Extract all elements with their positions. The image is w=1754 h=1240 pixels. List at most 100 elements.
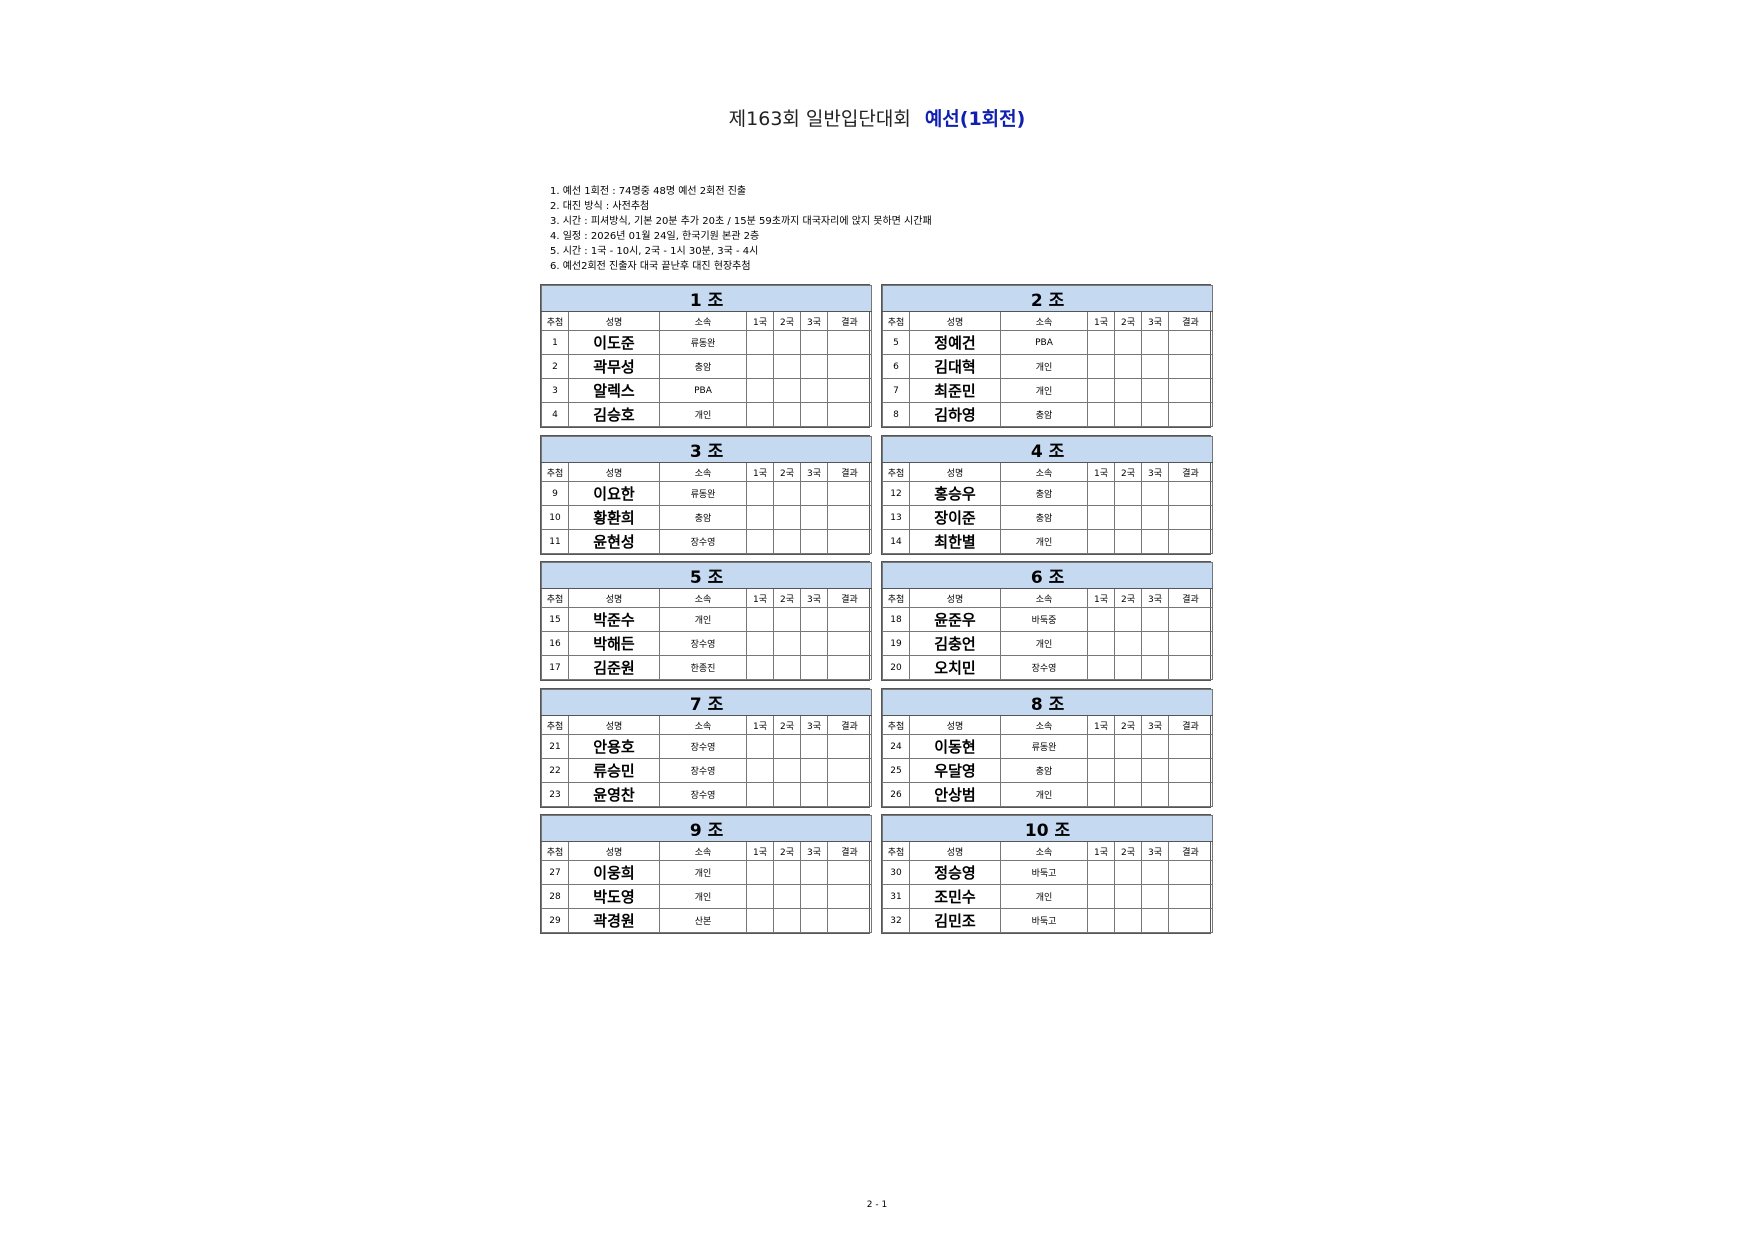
- draw-number: 24: [882, 734, 910, 759]
- table-row: 11 윤현성 장수영: [541, 529, 873, 554]
- draw-number: 23: [541, 782, 569, 807]
- player-name: 김대혁: [909, 354, 1001, 379]
- draw-number: 15: [541, 607, 569, 632]
- column-header-row: 추첨 성명 소속 1국 2국 3국 결과: [541, 715, 873, 735]
- game-1-cell: [1087, 758, 1115, 783]
- result-cell: [1167, 354, 1214, 379]
- column-header: 1국: [1087, 588, 1115, 608]
- game-2-cell: [773, 354, 801, 379]
- group-label: 4 조: [881, 436, 1214, 463]
- game-3-cell: [1141, 354, 1169, 379]
- game-2-cell: [1114, 354, 1142, 379]
- table-row: 16 박해든 장수영: [541, 631, 873, 656]
- column-header: 성명: [909, 588, 1001, 608]
- group-header-row: 4 조: [881, 436, 1214, 463]
- group-header-row: 6 조: [881, 562, 1214, 589]
- game-1-cell: [1087, 354, 1115, 379]
- affiliation: 장수영: [659, 631, 747, 656]
- draw-number: 11: [541, 529, 569, 554]
- column-header: 결과: [1167, 311, 1214, 331]
- column-header: 성명: [568, 462, 660, 482]
- draw-number: 19: [882, 631, 910, 656]
- player-name: 류승민: [568, 758, 660, 783]
- game-1-cell: [746, 505, 774, 530]
- game-1-cell: [746, 631, 774, 656]
- column-header-row: 추첨 성명 소속 1국 2국 3국 결과: [541, 311, 873, 331]
- column-header: 2국: [1114, 311, 1142, 331]
- table-row: 8 김하영 충암: [882, 402, 1214, 427]
- game-1-cell: [1087, 782, 1115, 807]
- result-cell: [826, 782, 873, 807]
- game-2-cell: [773, 481, 801, 506]
- rule-item: 3. 시간 : 피셔방식, 기본 20분 추가 20초 / 15분 59초까지 …: [550, 216, 932, 227]
- column-header: 1국: [1087, 311, 1115, 331]
- draw-number: 22: [541, 758, 569, 783]
- result-cell: [1167, 330, 1214, 355]
- group-header-row: 3 조: [540, 436, 873, 463]
- game-1-cell: [1087, 529, 1115, 554]
- affiliation: PBA: [659, 378, 747, 403]
- column-header: 결과: [1167, 841, 1214, 861]
- result-cell: [826, 860, 873, 885]
- group-table: 8 조 추첨 성명 소속 1국 2국 3국 결과 24 이동현 류동완 25 우달영 충암 26 안상범 개인: [881, 688, 1214, 808]
- column-header: 3국: [1141, 311, 1169, 331]
- player-name: 김충언: [909, 631, 1001, 656]
- column-header: 3국: [800, 715, 828, 735]
- table-row: 32 김민조 바둑고: [882, 908, 1214, 933]
- group-label: 7 조: [540, 689, 873, 716]
- result-cell: [1167, 402, 1214, 427]
- table-row: 21 안용호 장수영: [541, 734, 873, 759]
- column-header: 추첨: [882, 588, 910, 608]
- draw-number: 13: [882, 505, 910, 530]
- game-2-cell: [773, 505, 801, 530]
- affiliation: 류동완: [659, 481, 747, 506]
- column-header: 결과: [1167, 588, 1214, 608]
- draw-number: 8: [882, 402, 910, 427]
- table-row: 19 김충언 개인: [882, 631, 1214, 656]
- column-header: 결과: [826, 311, 873, 331]
- draw-number: 7: [882, 378, 910, 403]
- game-3-cell: [800, 758, 828, 783]
- rule-item: 4. 일정 : 2026년 01월 24일, 한국기원 본관 2층: [550, 231, 760, 242]
- affiliation: 개인: [659, 860, 747, 885]
- column-header: 3국: [1141, 462, 1169, 482]
- player-name: 김준원: [568, 655, 660, 680]
- affiliation: 개인: [1000, 354, 1088, 379]
- game-2-cell: [1114, 631, 1142, 656]
- column-header-row: 추첨 성명 소속 1국 2국 3국 결과: [882, 715, 1214, 735]
- affiliation: 충암: [659, 505, 747, 530]
- group-label: 2 조: [881, 285, 1214, 312]
- result-cell: [1167, 734, 1214, 759]
- column-header: 결과: [826, 588, 873, 608]
- game-2-cell: [1114, 481, 1142, 506]
- result-cell: [826, 481, 873, 506]
- column-header: 2국: [773, 841, 801, 861]
- game-1-cell: [746, 758, 774, 783]
- game-2-cell: [1114, 782, 1142, 807]
- result-cell: [1167, 908, 1214, 933]
- game-1-cell: [746, 782, 774, 807]
- game-2-cell: [1114, 505, 1142, 530]
- game-2-cell: [773, 330, 801, 355]
- player-name: 이도준: [568, 330, 660, 355]
- game-3-cell: [1141, 378, 1169, 403]
- column-header: 1국: [1087, 462, 1115, 482]
- rule-item: 6. 예선2회전 진출자 대국 끝난후 대진 현장추첨: [550, 261, 751, 272]
- game-3-cell: [1141, 330, 1169, 355]
- column-header: 소속: [1000, 588, 1088, 608]
- draw-number: 16: [541, 631, 569, 656]
- table-row: 9 이요한 류동완: [541, 481, 873, 506]
- draw-number: 3: [541, 378, 569, 403]
- player-name: 이동현: [909, 734, 1001, 759]
- draw-number: 20: [882, 655, 910, 680]
- game-2-cell: [1114, 734, 1142, 759]
- result-cell: [1167, 505, 1214, 530]
- table-row: 12 홍승우 충암: [882, 481, 1214, 506]
- table-row: 29 곽경원 산본: [541, 908, 873, 933]
- group-label: 3 조: [540, 436, 873, 463]
- group-table: 7 조 추첨 성명 소속 1국 2국 3국 결과 21 안용호 장수영 22 류승민 장수영 23 윤영찬 장수…: [540, 688, 873, 808]
- column-header: 1국: [746, 841, 774, 861]
- player-name: 박준수: [568, 607, 660, 632]
- game-3-cell: [1141, 908, 1169, 933]
- result-cell: [826, 655, 873, 680]
